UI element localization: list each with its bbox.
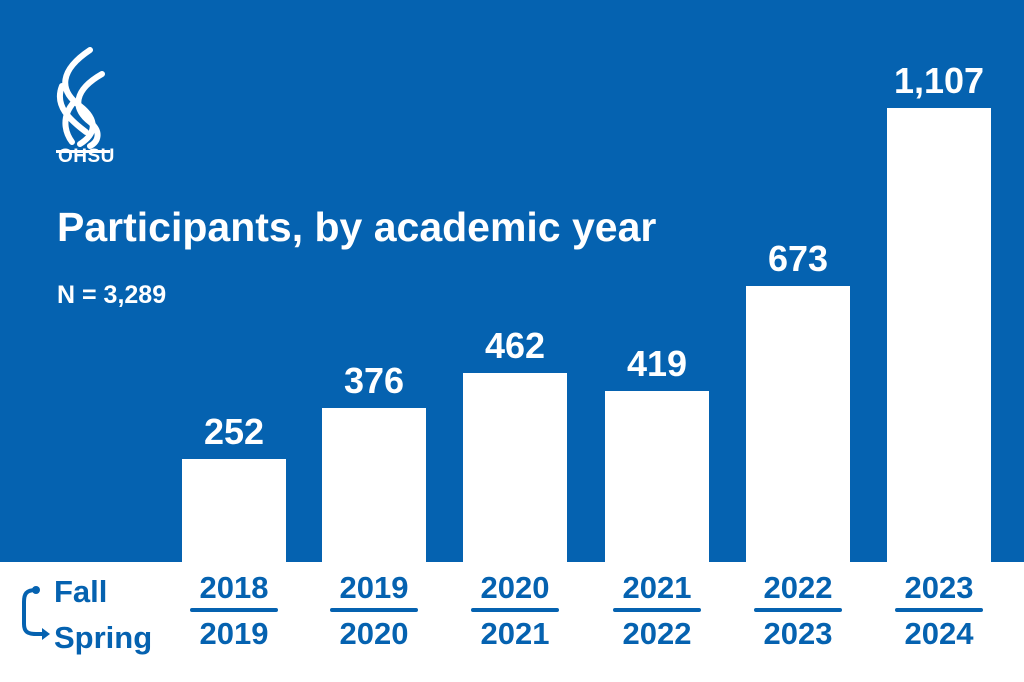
- legend-fall-label: Fall: [54, 574, 108, 609]
- fall-year: 2020: [480, 570, 550, 605]
- divider: [471, 608, 559, 612]
- chart-subtitle: N = 3,289: [57, 281, 167, 309]
- bar-value-label: 419: [626, 343, 688, 384]
- legend-spring-label: Spring: [54, 620, 153, 655]
- divider: [330, 608, 418, 612]
- spring-year: 2020: [339, 616, 409, 651]
- bar-value-label: 376: [343, 360, 405, 401]
- bar-2020-2021: [463, 373, 567, 562]
- spring-year: 2023: [763, 616, 833, 651]
- fall-year: 2021: [622, 570, 692, 605]
- spring-year: 2024: [904, 616, 974, 651]
- x-axis-label: 2022 2023: [746, 572, 850, 649]
- fall-year: 2019: [339, 570, 409, 605]
- fall-year: 2018: [199, 570, 269, 605]
- divider: [754, 608, 842, 612]
- x-axis-label: 2021 2022: [605, 572, 709, 649]
- spring-year: 2022: [622, 616, 692, 651]
- divider: [895, 608, 983, 612]
- bar-2019-2020: [322, 408, 426, 562]
- divider: [190, 608, 278, 612]
- fall-year: 2022: [763, 570, 833, 605]
- x-axis-label: 2020 2021: [463, 572, 567, 649]
- fall-to-spring-arrow-icon: [22, 586, 50, 640]
- bar-value-label: 673: [767, 238, 829, 279]
- bar-2021-2022: [605, 391, 709, 562]
- bar-value-label: 252: [203, 411, 265, 452]
- bar-2022-2023: [746, 286, 850, 562]
- chart-title: Participants, by academic year: [57, 204, 657, 250]
- spring-year: 2021: [480, 616, 550, 651]
- bar-value-label: 1,107: [893, 60, 985, 101]
- bar-2023-2024: [887, 108, 991, 562]
- bar-value-label: 462: [484, 325, 546, 366]
- logo-text: OHSU: [58, 146, 115, 167]
- bar-2018-2019: [182, 459, 286, 562]
- ohsu-logo-icon: [56, 47, 110, 153]
- spring-year: 2019: [199, 616, 269, 651]
- fall-year: 2023: [904, 570, 974, 605]
- divider: [613, 608, 701, 612]
- x-axis-label: 2019 2020: [322, 572, 426, 649]
- x-axis-label: 2018 2019: [182, 572, 286, 649]
- x-axis-label: 2023 2024: [887, 572, 991, 649]
